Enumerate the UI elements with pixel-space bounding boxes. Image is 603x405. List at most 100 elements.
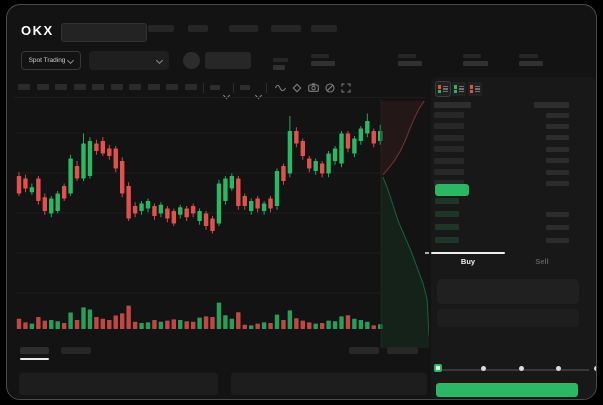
ask-amount-skeleton[interactable]: [546, 146, 569, 152]
diamond-icon[interactable]: [290, 81, 304, 94]
interval-button[interactable]: [18, 84, 30, 90]
interval-button[interactable]: [166, 84, 178, 90]
candlestick-chart[interactable]: [14, 99, 429, 351]
candle: [371, 131, 376, 144]
slider-dot[interactable]: [556, 366, 561, 371]
interval-button[interactable]: [110, 84, 123, 90]
interval-button[interactable]: [36, 84, 49, 90]
ask-amount-skeleton[interactable]: [546, 135, 569, 141]
candle: [113, 148, 118, 169]
volume-bar: [300, 320, 305, 329]
market-mode-label: Spot Trading: [28, 57, 66, 64]
wave-icon[interactable]: [273, 81, 287, 94]
search-input[interactable]: [61, 23, 147, 42]
amount-field[interactable]: [437, 309, 579, 327]
slider-dot[interactable]: [594, 366, 596, 371]
candle: [313, 161, 318, 171]
stat-group: [519, 54, 543, 66]
candle: [61, 186, 67, 199]
candle: [68, 158, 73, 194]
volume-bar: [287, 310, 293, 329]
interval-button[interactable]: [129, 84, 141, 90]
ask-price-skeleton[interactable]: [434, 157, 464, 164]
ask-price-skeleton[interactable]: [434, 146, 464, 153]
ask-amount-skeleton[interactable]: [546, 123, 569, 129]
bid-amount-skeleton[interactable]: [546, 224, 569, 230]
buy-submit-button[interactable]: [436, 383, 578, 397]
nav-item-skeleton[interactable]: [188, 25, 208, 32]
volume-bar: [107, 320, 112, 329]
amount-slider-handle[interactable]: [434, 364, 442, 372]
candle: [165, 208, 170, 219]
nav-item-skeleton[interactable]: [271, 25, 301, 32]
bid-price-skeleton[interactable]: [435, 198, 459, 204]
orders-filter-button[interactable]: [387, 347, 418, 354]
price-field[interactable]: [437, 279, 579, 304]
stat-value-skeleton: [311, 61, 335, 66]
bid-price-skeleton[interactable]: [435, 237, 459, 243]
orders-tab-history[interactable]: [61, 347, 91, 354]
candle: [100, 141, 106, 154]
orders-active-tab-indicator: [20, 358, 49, 360]
camera-icon[interactable]: [306, 81, 320, 94]
slash-circle-icon[interactable]: [323, 81, 337, 94]
ask-amount-skeleton[interactable]: [546, 180, 569, 186]
indicator-dropdown[interactable]: [240, 85, 250, 90]
pair-select-dropdown[interactable]: [89, 51, 169, 70]
slider-dot[interactable]: [481, 366, 486, 371]
orders-table-placeholder: [19, 373, 218, 395]
candle: [87, 141, 93, 176]
candle: [249, 201, 254, 211]
candle-type-dropdown[interactable]: [210, 85, 220, 90]
volume-bar: [229, 318, 235, 329]
ask-price-skeleton[interactable]: [434, 169, 464, 175]
tab-buy[interactable]: Buy: [460, 257, 476, 266]
candle: [352, 138, 357, 154]
volume-bar: [184, 321, 189, 329]
amount-slider-track[interactable]: [437, 369, 589, 371]
volume-bar: [223, 315, 228, 329]
nav-item-skeleton[interactable]: [148, 25, 174, 32]
book-all-icon[interactable]: [435, 81, 451, 97]
bid-price-skeleton[interactable]: [435, 211, 459, 217]
chevron-down-icon: [67, 56, 75, 65]
ask-amount-skeleton[interactable]: [546, 112, 569, 118]
volume-bar: [145, 322, 151, 329]
ask-price-skeleton[interactable]: [434, 180, 464, 187]
candle: [274, 171, 280, 206]
book-asks-icon[interactable]: [468, 82, 482, 96]
last-price-badge[interactable]: [435, 184, 469, 196]
nav-item-skeleton[interactable]: [229, 25, 258, 32]
coin-avatar[interactable]: [183, 52, 200, 69]
expand-icon[interactable]: [339, 81, 353, 94]
book-bids-icon[interactable]: [452, 82, 466, 96]
candle: [261, 203, 267, 211]
interval-button[interactable]: [92, 84, 104, 90]
volume-bar: [139, 323, 144, 329]
market-mode-button[interactable]: Spot Trading: [21, 51, 81, 70]
slider-dot[interactable]: [519, 366, 524, 371]
interval-button[interactable]: [73, 84, 86, 90]
interval-button[interactable]: [55, 84, 67, 90]
ask-price-skeleton[interactable]: [434, 112, 464, 118]
interval-button[interactable]: [184, 84, 197, 90]
candle: [339, 133, 344, 164]
candle: [223, 178, 228, 201]
ask-amount-skeleton[interactable]: [546, 169, 569, 175]
ask-price-skeleton[interactable]: [434, 123, 464, 130]
wallet-button[interactable]: [205, 52, 251, 69]
ask-amount-skeleton[interactable]: [546, 158, 569, 164]
orders-filter-button[interactable]: [349, 347, 379, 354]
bid-amount-skeleton[interactable]: [546, 237, 569, 243]
bid-amount-skeleton[interactable]: [546, 211, 569, 217]
candle: [255, 198, 260, 209]
volume-bar: [49, 320, 54, 329]
candle: [281, 166, 286, 181]
nav-item-skeleton[interactable]: [311, 25, 337, 32]
candle: [139, 203, 144, 211]
bid-price-skeleton[interactable]: [435, 224, 459, 230]
orders-tab-open[interactable]: [20, 347, 49, 354]
interval-button[interactable]: [147, 84, 160, 90]
tab-sell[interactable]: Sell: [535, 257, 549, 266]
ask-price-skeleton[interactable]: [434, 134, 464, 141]
